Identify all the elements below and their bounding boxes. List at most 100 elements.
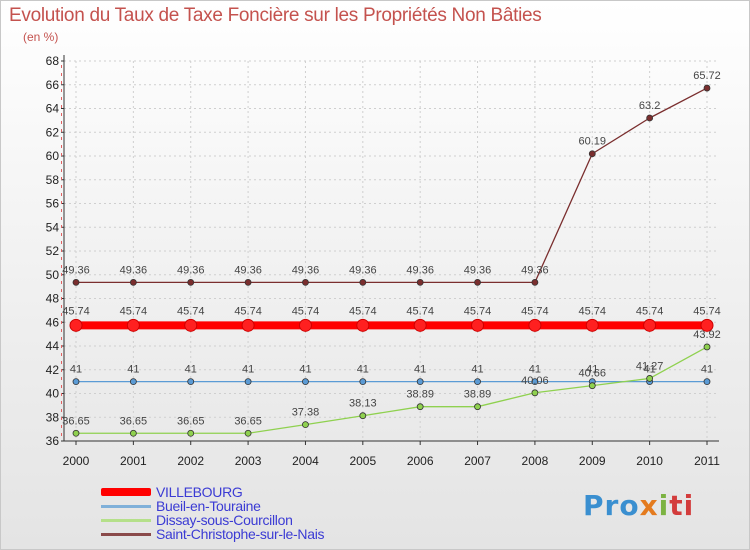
- axis-accent: [61, 121, 62, 124]
- axis-accent: [61, 361, 62, 364]
- data-label: 45.74: [292, 305, 320, 317]
- axis-accent: [61, 409, 62, 412]
- data-label: 41: [299, 364, 311, 376]
- axis-accent: [61, 241, 62, 244]
- y-tick-label: 38: [46, 410, 60, 424]
- data-point: [241, 318, 255, 332]
- axis-accent: [61, 417, 62, 420]
- data-label: 41: [529, 364, 541, 376]
- axis-accent: [61, 289, 62, 292]
- data-point: [646, 375, 654, 382]
- data-point: [359, 278, 367, 286]
- x-tick-label: 2000: [63, 454, 90, 468]
- data-label: 63.2: [639, 100, 660, 112]
- data-point: [416, 403, 424, 411]
- data-label: 60.19: [579, 136, 607, 148]
- data-label: 36.65: [177, 415, 205, 427]
- data-point: [129, 378, 137, 386]
- data-label: 38.13: [349, 398, 377, 410]
- data-label: 45.74: [636, 305, 664, 317]
- axis-accent: [61, 305, 62, 308]
- legend-swatch: [101, 488, 151, 496]
- axis-accent: [61, 265, 62, 268]
- grid: [64, 60, 719, 442]
- y-tick-label: 60: [46, 149, 60, 163]
- axis-accent: [61, 249, 62, 252]
- y-tick-label: 54: [46, 220, 60, 234]
- data-point: [69, 318, 83, 332]
- axis-accent: [61, 233, 62, 236]
- axis-accent: [61, 137, 62, 140]
- axis-accent: [61, 337, 62, 340]
- x-tick-label: 2004: [292, 454, 319, 468]
- axis-accent: [61, 425, 62, 428]
- data-point: [187, 378, 195, 386]
- data-label: 41: [127, 364, 139, 376]
- data-point: [72, 278, 80, 286]
- data-label: 45.74: [464, 305, 492, 317]
- chart-title: Evolution du Taux de Taxe Foncière sur l…: [9, 5, 542, 26]
- axis-accent: [61, 393, 62, 396]
- axis-accent: [61, 297, 62, 300]
- data-label: 65.72: [693, 70, 721, 82]
- y-tick-label: 58: [46, 173, 60, 187]
- data-label: 49.36: [120, 264, 148, 276]
- axis-accent: [61, 145, 62, 148]
- data-label: 41: [644, 364, 656, 376]
- series: [69, 84, 714, 437]
- x-tick-label: 2010: [636, 454, 663, 468]
- data-point: [187, 429, 195, 437]
- series-line-2: [75, 346, 708, 434]
- data-point: [302, 421, 309, 429]
- data-point: [126, 318, 140, 332]
- y-tick-label: 48: [46, 292, 60, 306]
- legend-label: VILLEBOURG: [156, 484, 243, 500]
- data-point: [646, 114, 654, 122]
- data-label: 38.89: [464, 389, 492, 401]
- data-point: [244, 429, 252, 437]
- axis-accent: [61, 169, 62, 172]
- x-tick-label: 2002: [177, 454, 204, 468]
- data-label: 40.66: [579, 368, 607, 380]
- data-point: [531, 389, 539, 397]
- data-point: [471, 318, 485, 332]
- axis-accent: [61, 113, 62, 116]
- data-label: 45.74: [120, 305, 148, 317]
- data-label: 41: [185, 364, 197, 376]
- legend-swatch: [101, 505, 151, 508]
- data-point: [703, 378, 711, 386]
- x-tick-label: 2006: [407, 454, 434, 468]
- data-point: [643, 318, 657, 332]
- data-point: [359, 412, 367, 420]
- data-label: 43.92: [693, 329, 721, 341]
- data-point: [187, 278, 195, 286]
- data-point: [356, 318, 370, 332]
- data-point: [413, 318, 427, 332]
- data-point: [700, 318, 714, 332]
- axis-accent: [61, 153, 62, 156]
- y-tick-label: 50: [46, 268, 60, 282]
- axis-accent: [61, 97, 62, 100]
- data-point: [474, 278, 481, 286]
- data-label: 41: [414, 364, 426, 376]
- data-label: 49.36: [234, 264, 262, 276]
- data-point: [588, 150, 596, 158]
- x-tick-label: 2007: [464, 454, 491, 468]
- data-label: 49.36: [177, 264, 205, 276]
- data-label: 45.74: [406, 305, 434, 317]
- data-label: 41: [701, 364, 713, 376]
- axis-accent: [61, 225, 62, 228]
- data-label: 41.27: [636, 360, 664, 372]
- axis-accent: [61, 321, 62, 324]
- x-tick-label: 2003: [235, 454, 262, 468]
- y-tick-label: 42: [46, 363, 60, 377]
- axis-accent: [61, 89, 62, 92]
- data-labels: 45.74 45.74 45.74 45.74 45.74 45.74 45.74 45.74…: [62, 70, 721, 427]
- y-tick-label: 66: [46, 78, 60, 92]
- axis-accent: [61, 369, 62, 372]
- axis-accent: [61, 281, 62, 284]
- data-label: 41: [471, 364, 483, 376]
- data-label: 36.65: [234, 415, 262, 427]
- data-label: 41: [586, 364, 598, 376]
